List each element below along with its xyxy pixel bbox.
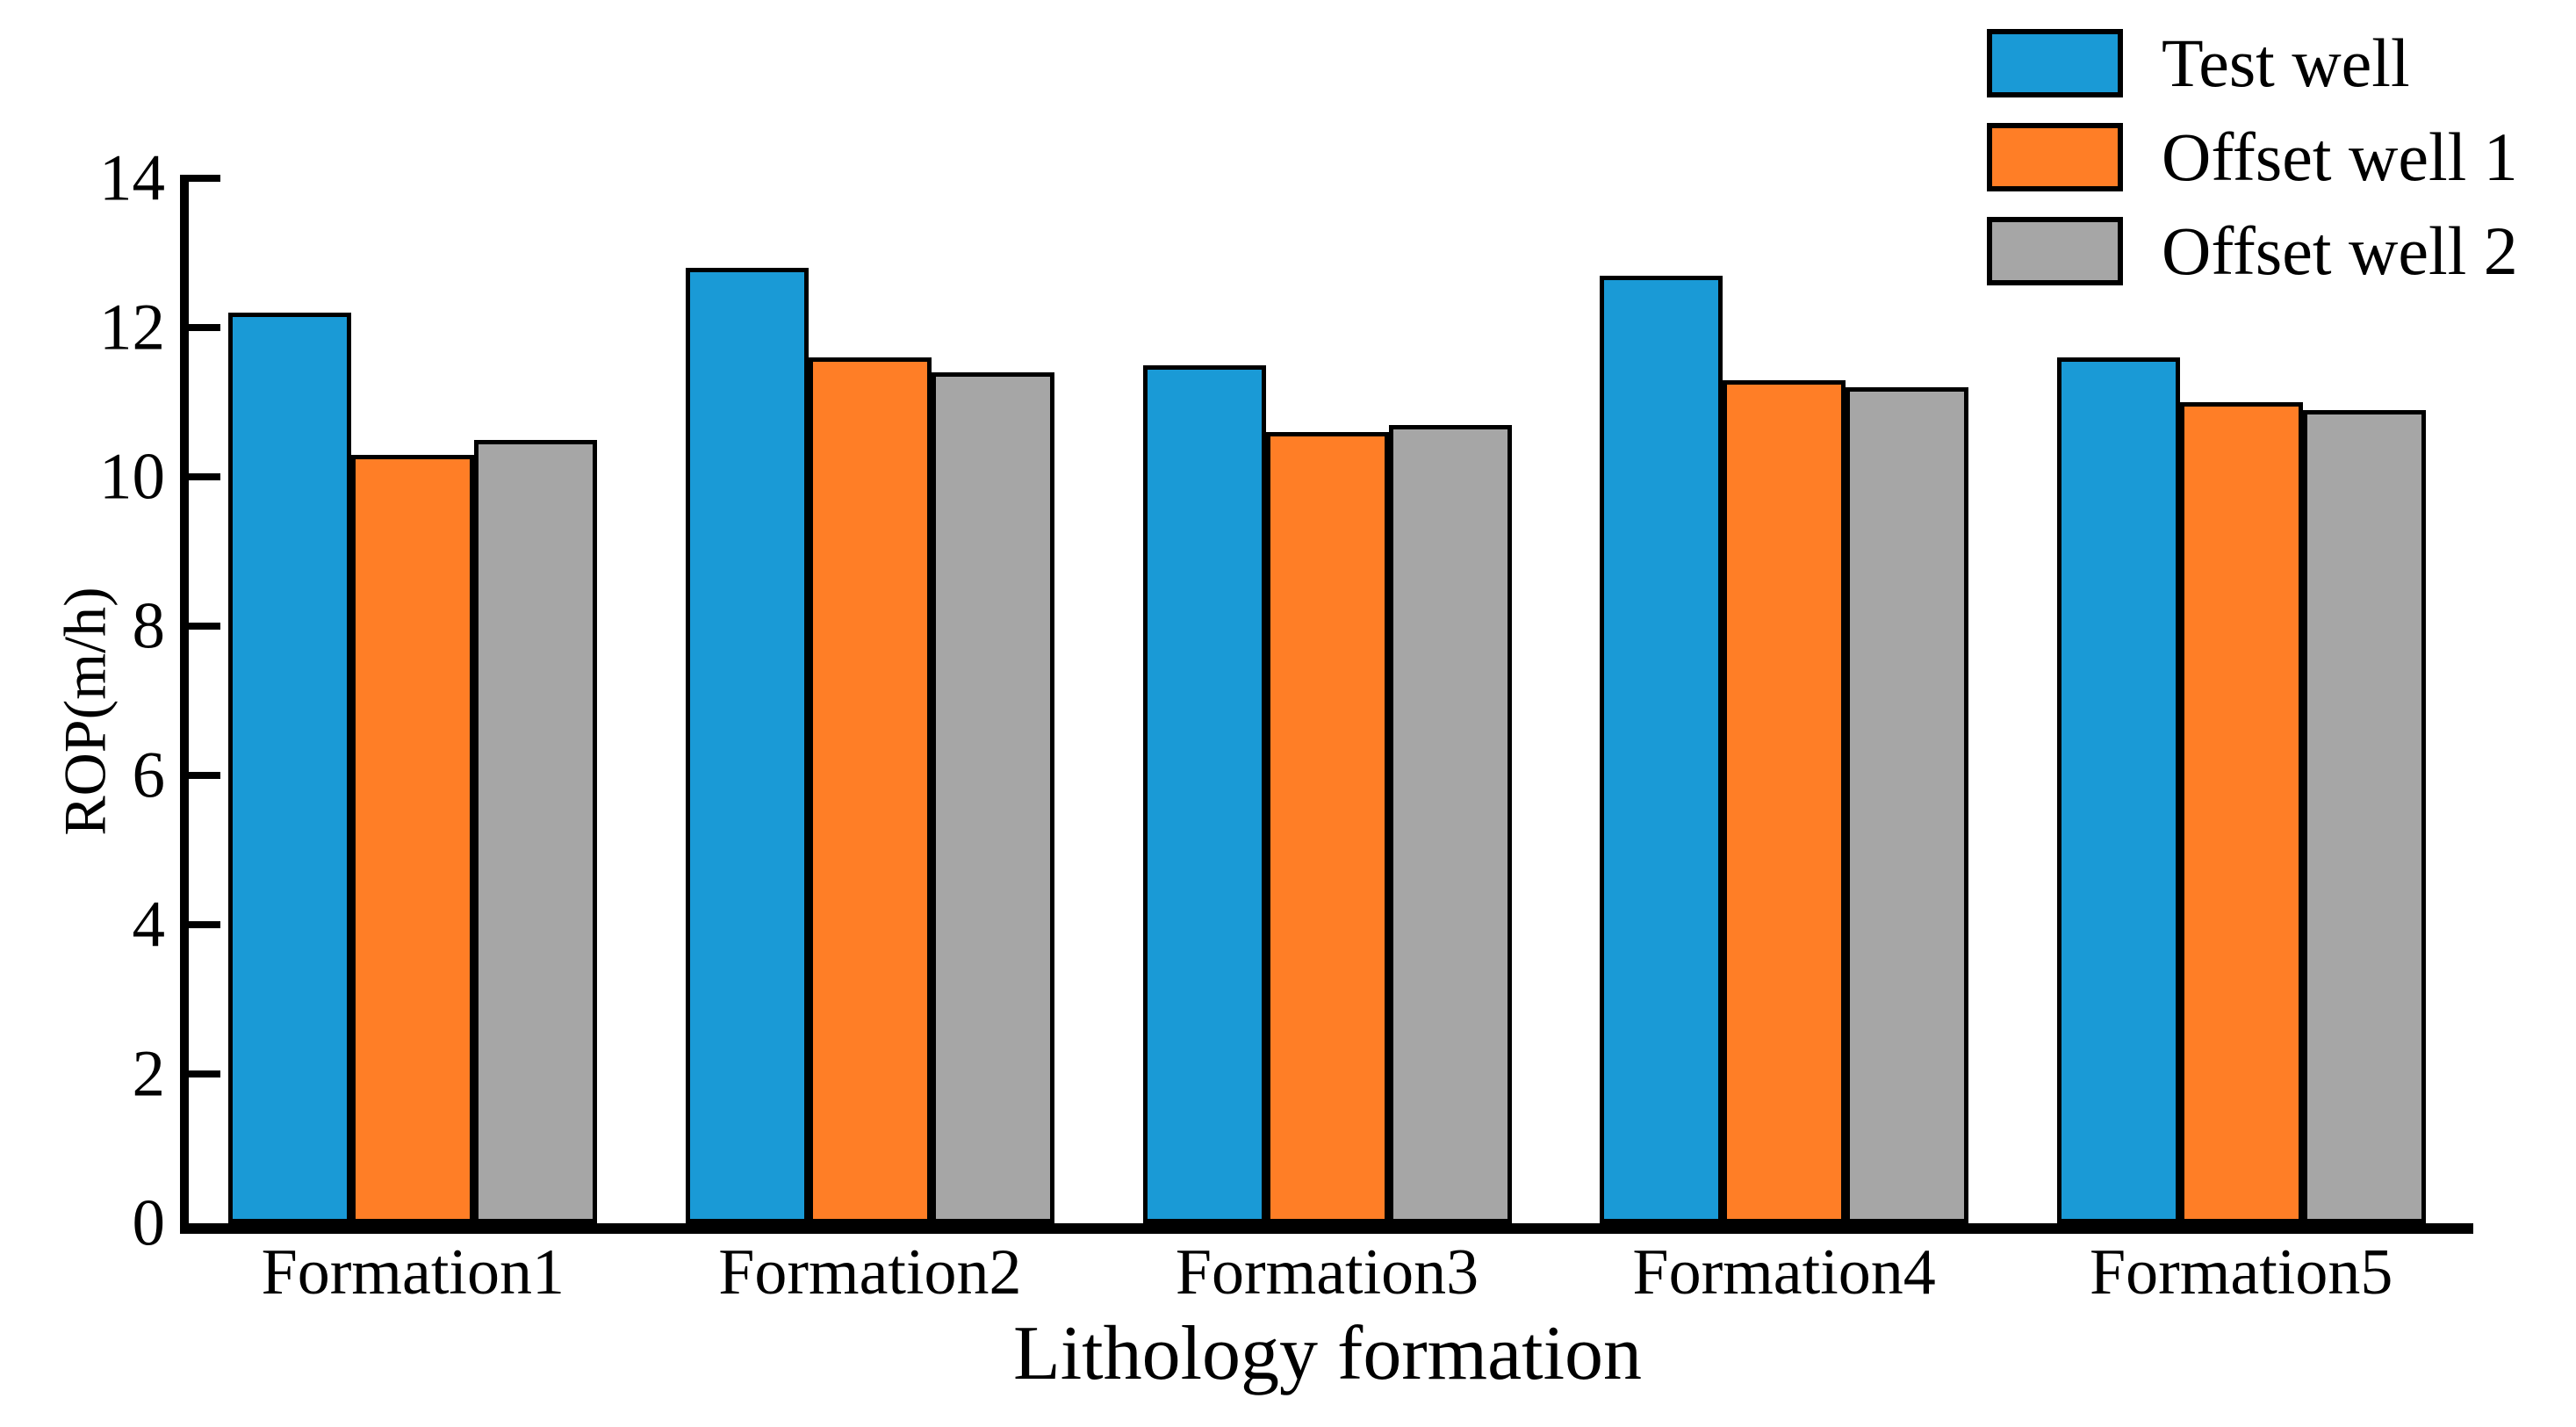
bar-offset-well-1-formation1 (351, 454, 475, 1223)
bar-test-well-formation4 (1600, 275, 1723, 1223)
x-axis-spine (180, 1223, 2473, 1234)
y-axis-spine (180, 175, 189, 1234)
y-tick-label: 4 (132, 888, 166, 962)
bar-offset-well-2-formation3 (1388, 424, 1512, 1223)
bar-offset-well-2-formation4 (1846, 387, 1969, 1223)
x-tick-label-formation5: Formation5 (2090, 1236, 2393, 1308)
bar-offset-well-2-formation2 (931, 372, 1054, 1223)
y-tick-mark (189, 1070, 220, 1077)
bar-offset-well-2-formation5 (2302, 409, 2426, 1223)
y-tick-mark (189, 921, 220, 928)
bar-offset-well-1-formation5 (2179, 402, 2303, 1223)
legend-label-offset-well-2: Offset well 2 (2162, 213, 2518, 289)
y-tick-mark (189, 324, 220, 331)
y-tick-mark (189, 175, 220, 182)
y-tick-label: 10 (99, 440, 165, 514)
bar-offset-well-2-formation1 (474, 439, 598, 1223)
x-tick-label-formation2: Formation2 (718, 1236, 1022, 1308)
legend-swatch-test-well (1987, 29, 2123, 97)
legend-swatch-offset-well-1 (1987, 123, 2123, 191)
bar-test-well-formation5 (2056, 357, 2180, 1223)
y-tick-label: 6 (132, 739, 166, 812)
x-tick-label-formation4: Formation4 (1632, 1236, 1936, 1308)
x-axis-title: Lithology formation (1012, 1311, 1643, 1396)
y-tick-label: 0 (132, 1186, 166, 1260)
y-tick-label: 8 (132, 589, 166, 663)
x-tick-label-formation1: Formation1 (261, 1236, 565, 1308)
y-tick-label: 2 (132, 1037, 166, 1111)
legend-item-offset-well-2: Offset well 2 (1987, 217, 2518, 285)
bar-test-well-formation3 (1142, 364, 1266, 1223)
legend-item-test-well: Test well (1987, 29, 2518, 97)
bar-test-well-formation2 (685, 268, 809, 1223)
x-tick-label-formation3: Formation3 (1175, 1236, 1479, 1308)
y-tick-mark (189, 772, 220, 779)
bar-offset-well-1-formation2 (808, 357, 932, 1223)
legend-label-offset-well-1: Offset well 1 (2162, 119, 2518, 195)
legend-swatch-offset-well-2 (1987, 217, 2123, 285)
legend-label-test-well: Test well (2162, 25, 2410, 101)
bar-offset-well-1-formation4 (1723, 379, 1846, 1223)
bar-test-well-formation1 (228, 313, 352, 1223)
y-tick-label: 14 (99, 141, 165, 215)
y-tick-mark (189, 623, 220, 630)
y-tick-label: 12 (99, 291, 165, 364)
legend: Test well Offset well 1 Offset well 2 (1987, 29, 2518, 285)
y-tick-mark (189, 473, 220, 480)
y-axis-title: ROP(m/h) (51, 587, 119, 836)
legend-item-offset-well-1: Offset well 1 (1987, 123, 2518, 191)
bar-offset-well-1-formation3 (1265, 432, 1389, 1223)
